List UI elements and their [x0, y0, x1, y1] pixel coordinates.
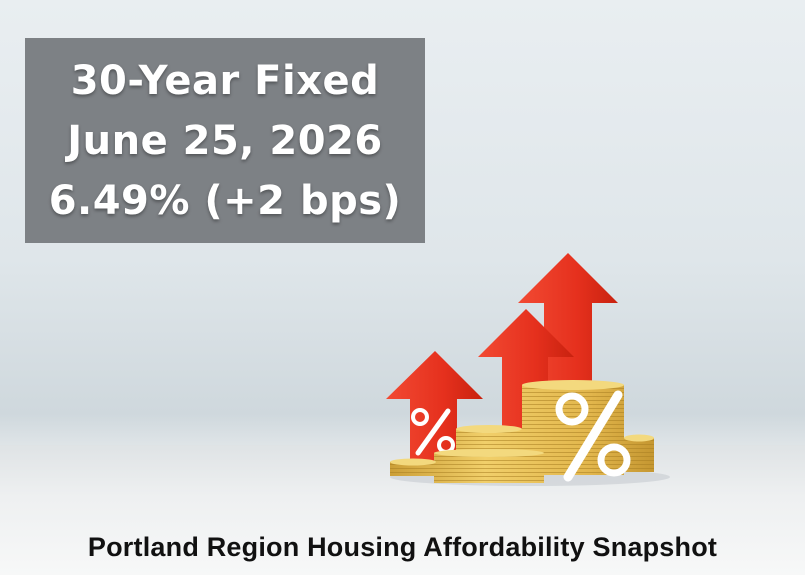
- snapshot-caption: Portland Region Housing Affordability Sn…: [87, 532, 718, 562]
- up-arrow-icon: [518, 253, 618, 440]
- rising-rates-illustration: [386, 253, 670, 486]
- rate-date: June 25, 2026: [67, 117, 383, 164]
- percent-icon: [555, 390, 631, 482]
- loan-type-label: 30-Year Fixed: [70, 57, 380, 104]
- coin-stack-icon: [456, 425, 522, 453]
- coin-stack-icon: [390, 458, 436, 476]
- rate-info-box: 30-Year Fixed June 25, 2026 6.49% (+2 bp…: [25, 38, 425, 243]
- rate-value: 6.49% (+2 bps): [48, 177, 402, 224]
- coin-stack-icon: [434, 449, 544, 483]
- up-arrow-icon: [478, 309, 574, 455]
- up-arrow-icon: [386, 351, 483, 465]
